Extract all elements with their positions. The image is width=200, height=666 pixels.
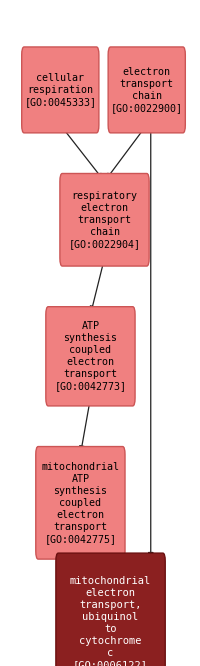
FancyBboxPatch shape	[22, 47, 98, 133]
FancyBboxPatch shape	[56, 553, 164, 666]
Text: respiratory
electron
transport
chain
[GO:0022904]: respiratory electron transport chain [GO…	[68, 190, 140, 249]
FancyBboxPatch shape	[36, 447, 124, 559]
Text: electron
transport
chain
[GO:0022900]: electron transport chain [GO:0022900]	[110, 67, 182, 113]
Text: mitochondrial
electron
transport,
ubiquinol
to
cytochrome
c
[GO:0006122]: mitochondrial electron transport, ubiqui…	[70, 575, 150, 666]
FancyBboxPatch shape	[108, 47, 184, 133]
Text: mitochondrial
ATP
synthesis
coupled
electron
transport
[GO:0042775]: mitochondrial ATP synthesis coupled elec…	[41, 462, 119, 544]
FancyBboxPatch shape	[46, 306, 134, 406]
FancyBboxPatch shape	[60, 173, 148, 266]
Text: cellular
respiration
[GO:0045333]: cellular respiration [GO:0045333]	[24, 73, 96, 107]
Text: ATP
synthesis
coupled
electron
transport
[GO:0042773]: ATP synthesis coupled electron transport…	[54, 321, 126, 392]
